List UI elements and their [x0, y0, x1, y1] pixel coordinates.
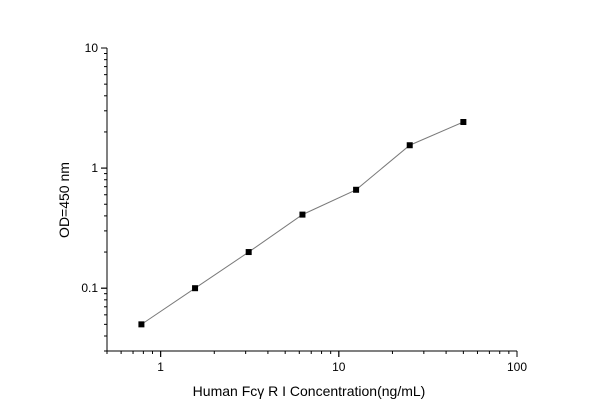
data-point: [353, 186, 360, 193]
y-ticks: 0.1 1 10: [81, 41, 107, 352]
y-tick-label: 0.1: [81, 281, 98, 295]
data-point: [406, 142, 413, 149]
data-points: [138, 119, 467, 328]
y-tick-label: 1: [91, 161, 98, 175]
data-point: [299, 211, 306, 218]
data-point: [138, 321, 145, 328]
data-point: [192, 285, 199, 292]
y-axis-title: OD=450 nm: [56, 162, 72, 238]
x-axis-title: Human Fcγ R I Concentration(ng/mL): [193, 383, 426, 399]
data-point: [460, 119, 467, 126]
y-tick-label: 10: [85, 41, 99, 55]
x-tick-label: 10: [332, 360, 346, 374]
data-point: [245, 249, 252, 256]
x-ticks: 1 10 100: [106, 351, 527, 374]
x-tick-label: 100: [507, 360, 527, 374]
series-line: [141, 121, 464, 325]
x-tick-label: 1: [157, 360, 164, 374]
